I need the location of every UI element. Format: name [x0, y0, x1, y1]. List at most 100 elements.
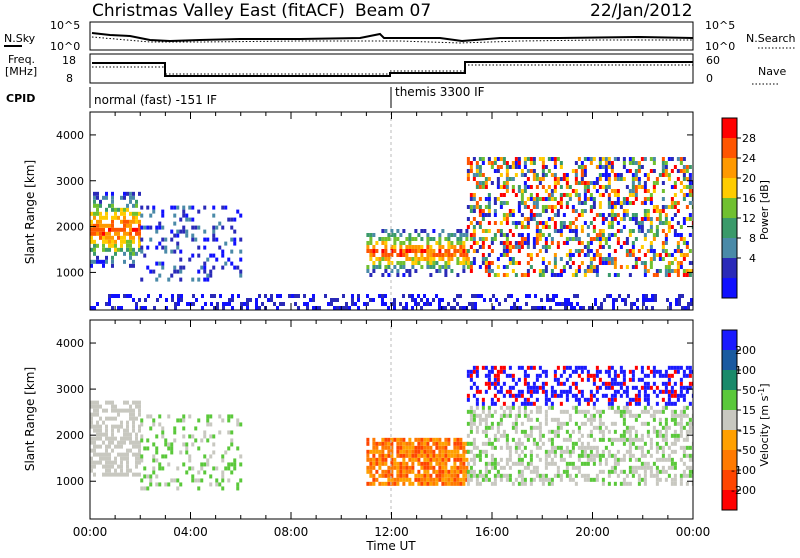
velocity-echo-cell [426, 457, 430, 462]
velocity-echo-cell [399, 473, 403, 478]
velocity-echo-cell [571, 441, 575, 446]
velocity-echo-cell [466, 421, 470, 426]
power-echo-cell [447, 302, 450, 306]
velocity-echo-cell [538, 409, 542, 414]
power-echo-cell [637, 161, 641, 165]
power-echo-cell [637, 181, 641, 185]
velocity-echo-cell [496, 425, 500, 430]
power-echo-cell [369, 249, 373, 253]
power-echo-cell [520, 225, 524, 229]
power-echo-cell [429, 302, 432, 306]
velocity-echo-cell [613, 461, 617, 466]
velocity-echo-cell [129, 416, 132, 421]
velocity-echo-cell [126, 456, 129, 461]
velocity-echo-cell [120, 440, 123, 445]
power-echo-cell [661, 161, 665, 165]
velocity-echo-cell [155, 446, 159, 451]
velocity-echo-cell [610, 381, 614, 386]
power-echo-cell [475, 241, 479, 245]
velocity-echo-cell [646, 449, 650, 454]
power-echo-cell [505, 169, 509, 173]
power-echo-cell [96, 211, 99, 216]
velocity-echo-cell [123, 472, 126, 477]
power-echo-cell [462, 245, 466, 249]
power-echo-cell [565, 241, 569, 245]
power-echo-cell [532, 173, 536, 177]
power-echo-cell [493, 273, 497, 277]
velocity-echo-cell [535, 405, 539, 410]
velocity-echo-cell [466, 461, 470, 466]
power-echo-cell [469, 193, 473, 197]
velocity-echo-cell [631, 377, 635, 382]
velocity-echo-cell [658, 445, 662, 450]
power-echo-cell [687, 302, 690, 306]
velocity-echo-cell [520, 457, 524, 462]
power-echo-cell [210, 302, 213, 306]
velocity-echo-cell [577, 429, 581, 434]
velocity-echo-cell [661, 437, 665, 442]
velocity-echo-cell [438, 477, 442, 482]
power-echo-cell [643, 185, 647, 189]
velocity-echo-cell [173, 438, 177, 443]
velocity-echo-cell [167, 446, 171, 451]
velocity-echo-cell [670, 449, 674, 454]
velocity-echo-cell [652, 417, 656, 422]
velocity-echo-cell [408, 469, 412, 474]
power-echo-cell [682, 241, 686, 245]
power-echo-cell [111, 199, 114, 204]
velocity-echo-cell [514, 445, 518, 450]
velocity-echo-cell [399, 441, 403, 446]
power-echo-cell [568, 257, 572, 261]
power-echo-cell [312, 294, 315, 298]
velocity-echo-cell [568, 417, 572, 422]
velocity-echo-cell [444, 441, 448, 446]
power-echo-cell [598, 237, 602, 241]
power-echo-cell [523, 241, 527, 245]
power-echo-cell [610, 201, 614, 205]
power-echo-cell [634, 197, 638, 201]
power-echo-cell [571, 253, 575, 257]
power-echo-cell [549, 306, 552, 310]
velocity-echo-cell [469, 477, 473, 482]
velocity-echo-cell [511, 385, 515, 390]
velocity-echo-cell [132, 420, 135, 425]
power-echo-cell [402, 261, 406, 265]
velocity-echo-cell [375, 441, 379, 446]
velocity-echo-cell [481, 441, 485, 446]
power-echo-cell [580, 201, 584, 205]
velocity-echo-cell [496, 421, 500, 426]
velocity-echo-cell [661, 457, 665, 462]
power-echo-cell [529, 209, 533, 213]
velocity-echo-cell [514, 393, 518, 398]
power-echo-cell [514, 273, 518, 277]
power-echo-cell [105, 259, 108, 264]
velocity-echo-cell [149, 482, 153, 487]
velocity-echo-cell [664, 425, 668, 430]
power-echo-cell [481, 173, 485, 177]
power-echo-cell [651, 306, 654, 310]
power-cbar-tick-label: 4 [749, 252, 756, 265]
power-echo-cell [185, 213, 189, 218]
velocity-echo-cell [589, 413, 593, 418]
velocity-echo-cell [462, 481, 466, 486]
power-echo-cell [179, 249, 183, 254]
velocity-echo-cell [484, 373, 488, 378]
velocity-echo-cell [146, 486, 150, 491]
velocity-echo-cell [167, 482, 171, 487]
velocity-echo-cell [227, 430, 231, 435]
power-echo-cell [174, 302, 177, 306]
power-echo-cell [649, 245, 653, 249]
power-echo-cell [570, 306, 573, 310]
velocity-echo-cell [616, 457, 620, 462]
power-echo-cell [420, 249, 424, 253]
velocity-echo-cell [634, 465, 638, 470]
velocity-echo-cell [179, 418, 183, 423]
power-echo-cell [147, 294, 150, 298]
power-echo-cell [212, 205, 216, 210]
power-echo-cell [517, 221, 521, 225]
power-echo-cell [525, 294, 528, 298]
velocity-echo-cell [453, 449, 457, 454]
velocity-echo-cell [616, 405, 620, 410]
velocity-echo-cell [90, 424, 93, 429]
power-echo-cell [472, 205, 476, 209]
